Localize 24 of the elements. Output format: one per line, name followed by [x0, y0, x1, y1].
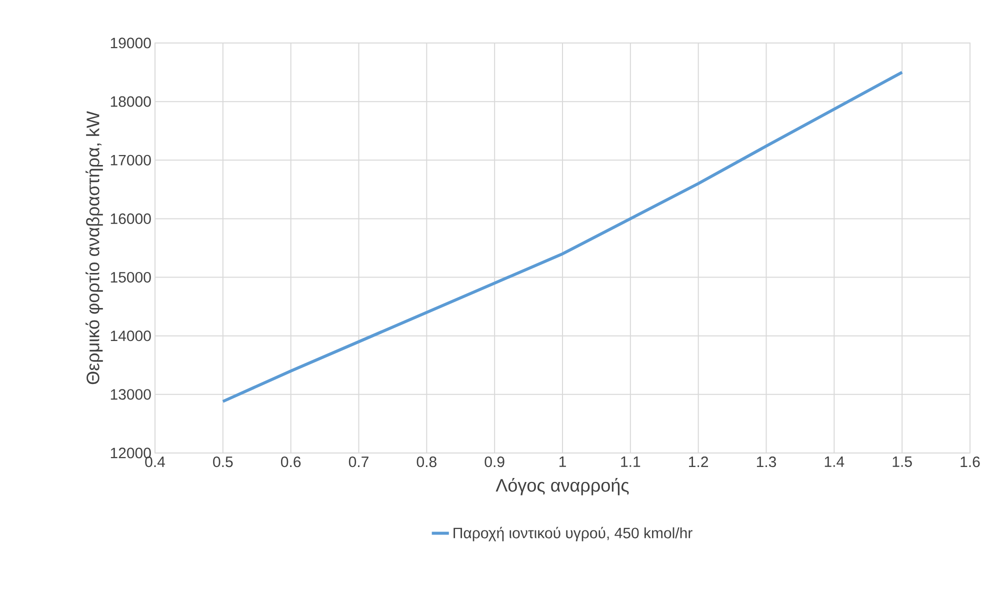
- x-tick-label: 0.6: [280, 456, 301, 468]
- x-axis-title: Λόγος αναρροής: [496, 478, 629, 496]
- x-tick-label: 1.4: [824, 456, 844, 467]
- x-tick-label: 0.5: [213, 456, 233, 468]
- x-tick-label: 1: [559, 456, 566, 467]
- legend-label: Παροχή ιοντικού υγρού, 450 kmol/hr: [454, 526, 692, 542]
- x-tick-label: 0.4: [145, 456, 165, 468]
- x-tick-label: 1.1: [621, 456, 640, 467]
- y-tick-label: 13000: [110, 389, 151, 400]
- y-tick-label: 14000: [110, 330, 151, 342]
- y-tick-label: 15000: [110, 272, 151, 283]
- x-tick-label: 0.8: [416, 456, 436, 468]
- x-tick-label: 1.2: [689, 456, 708, 467]
- x-tick-label: 0.9: [484, 456, 504, 468]
- y-tick-label: 19000: [110, 38, 151, 48]
- x-tick-label: 0.7: [348, 456, 368, 468]
- x-tick-label: 1.5: [892, 456, 912, 467]
- y-tick-label: 18000: [110, 96, 151, 107]
- y-tick-label: 17000: [110, 154, 151, 166]
- y-tick-label: 16000: [110, 213, 151, 224]
- y-tick-label: 12000: [110, 448, 151, 458]
- x-tick-label: 1.6: [960, 456, 980, 468]
- x-tick-label: 1.3: [756, 456, 776, 468]
- y-axis-title: Θερμικό φορτίο αναβραστήρα, kW: [86, 111, 103, 384]
